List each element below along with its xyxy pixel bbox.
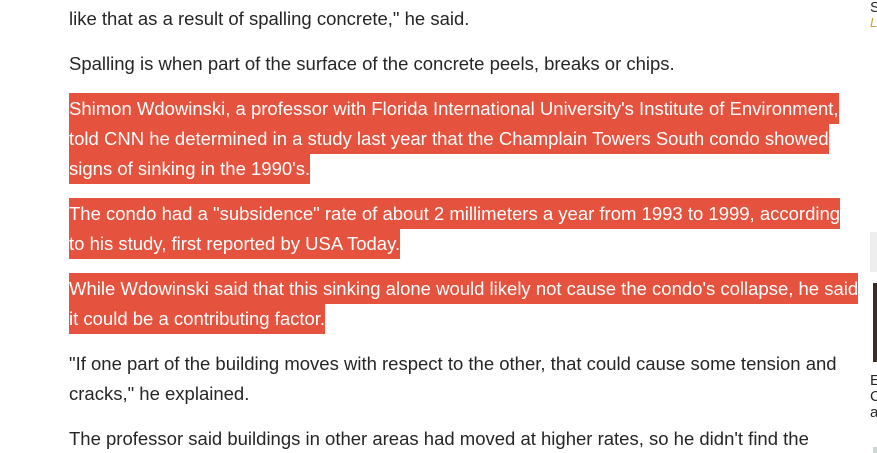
rail-caption-fragment[interactable]: C (870, 388, 877, 405)
paragraph-text: The professor said buildings in other ar… (69, 428, 809, 449)
rail-source-fragment[interactable]: L (870, 15, 877, 30)
highlighted-text[interactable]: Shimon Wdowinski, a professor with Flori… (69, 93, 839, 184)
highlighted-paragraph: The condo had a "subsidence" rate of abo… (69, 198, 859, 259)
rail-headline-fragment[interactable]: S (870, 0, 877, 16)
article-paragraph: Spalling is when part of the surface of … (69, 49, 859, 79)
article-paragraph: like that as a result of spalling concre… (69, 4, 859, 34)
highlighted-text[interactable]: The condo had a "subsidence" rate of abo… (69, 198, 841, 259)
article-paragraph: The professor said buildings in other ar… (69, 424, 859, 453)
rail-next-thumbnail[interactable] (873, 447, 877, 453)
highlighted-paragraph: Shimon Wdowinski, a professor with Flori… (69, 93, 859, 184)
rail-caption-fragment[interactable]: E (870, 372, 877, 389)
paragraph-text: like that as a result of spalling concre… (69, 8, 470, 29)
highlighted-text[interactable]: While Wdowinski said that this sinking a… (69, 273, 859, 334)
rail-thumbnail[interactable] (873, 283, 877, 362)
highlighted-paragraph: While Wdowinski said that this sinking a… (69, 273, 859, 334)
right-rail: S L E C a (866, 0, 877, 453)
rail-ad-placeholder (870, 232, 877, 272)
rail-caption-fragment[interactable]: a (870, 404, 877, 421)
paragraph-text: Spalling is when part of the surface of … (69, 53, 675, 74)
paragraph-text: "If one part of the building moves with … (69, 353, 837, 404)
article-paragraph: "If one part of the building moves with … (69, 349, 859, 409)
